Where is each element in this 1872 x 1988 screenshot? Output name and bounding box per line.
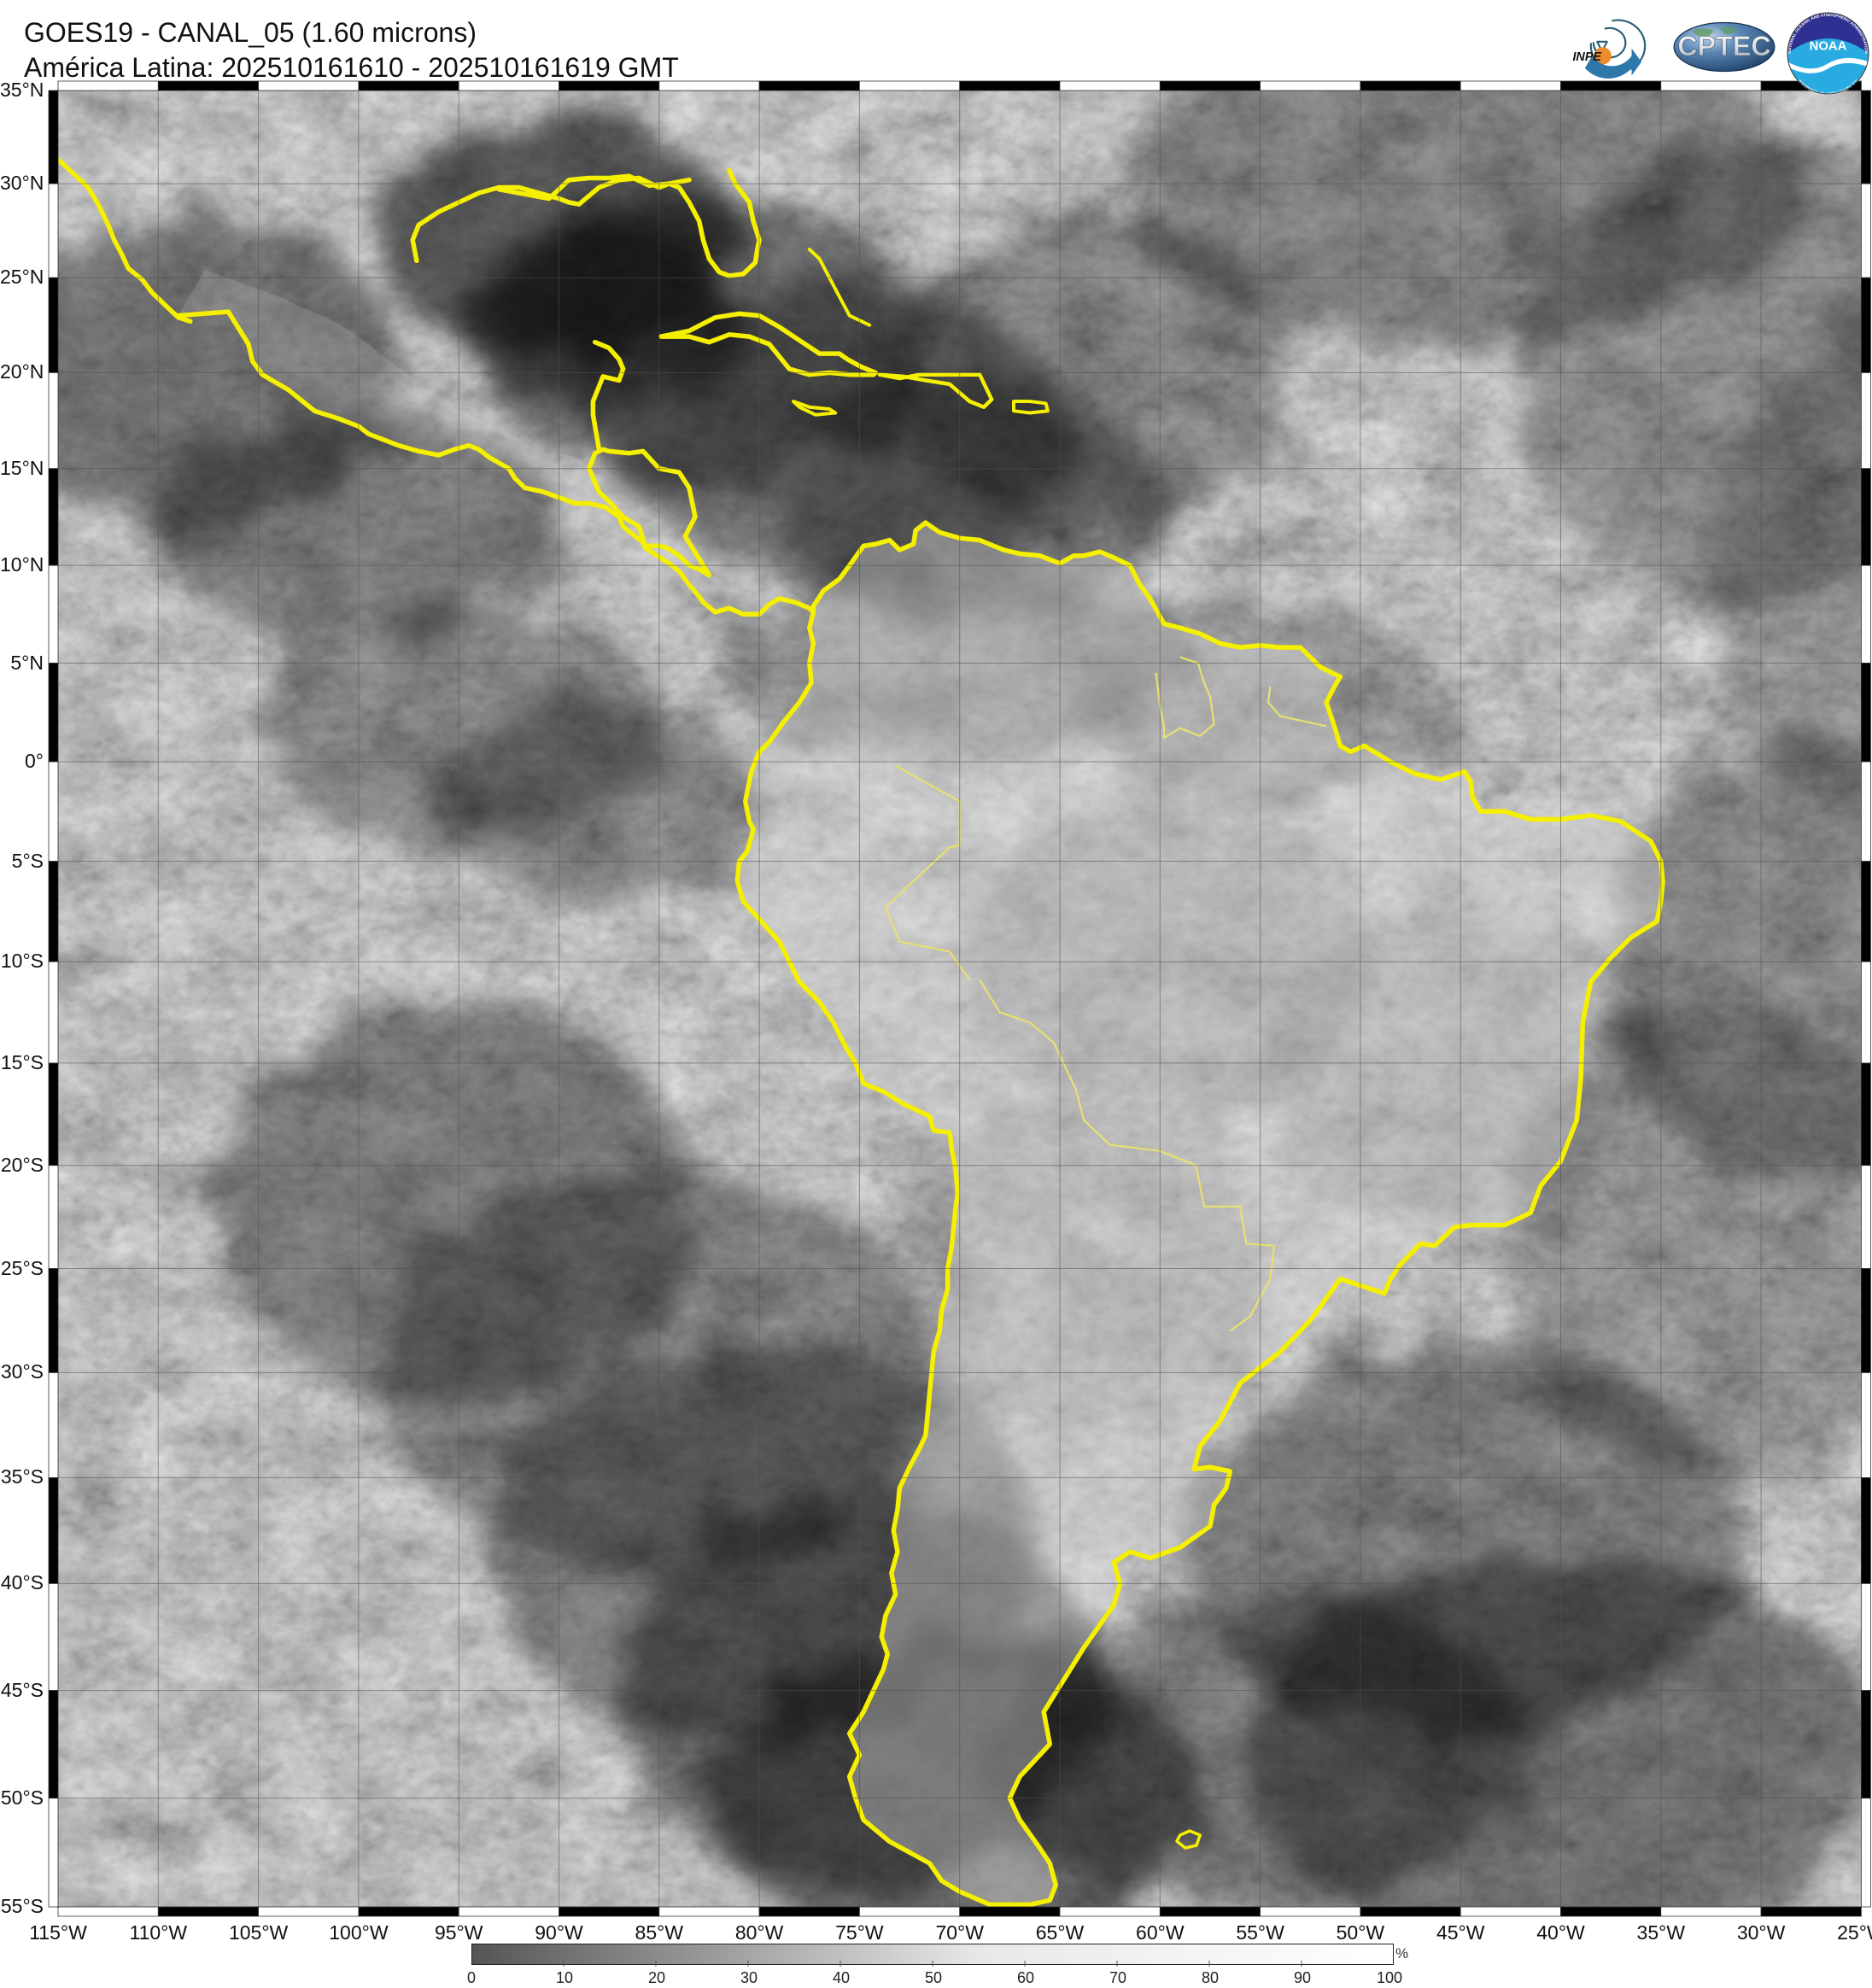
svg-text:NOAA: NOAA (1810, 40, 1847, 54)
svg-text:CPTEC: CPTEC (1677, 31, 1770, 61)
svg-text:INPE: INPE (1572, 50, 1601, 64)
